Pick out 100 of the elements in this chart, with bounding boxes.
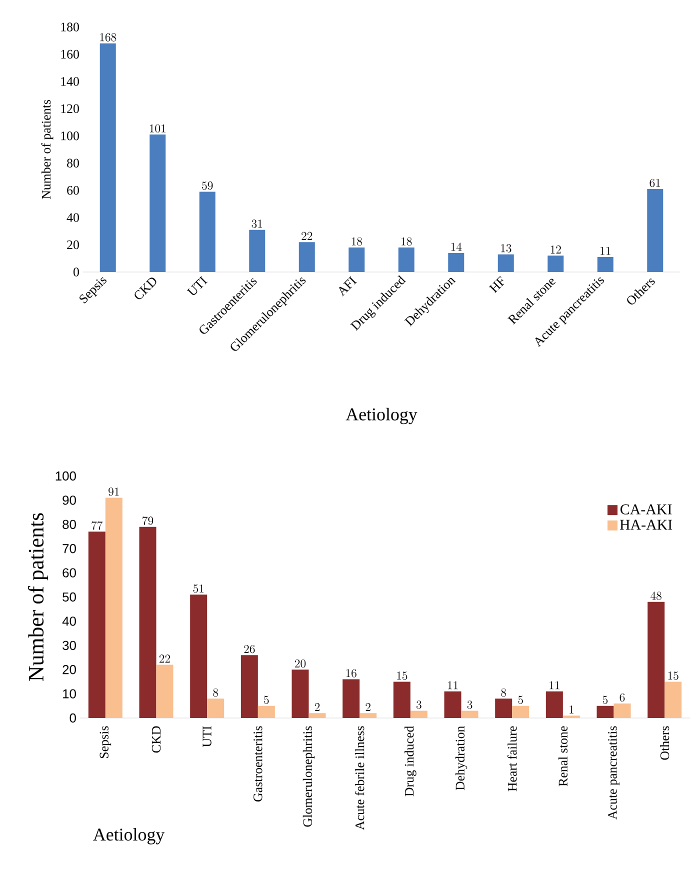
data-label: 77 [92,521,103,530]
data-label: 168 [100,33,116,42]
bar [156,664,174,718]
x-tick-label: Heart failure [507,726,517,792]
y-tick-label: 100 [61,132,79,140]
data-label: 22 [159,654,170,663]
data-label: 11 [448,681,458,690]
data-label: 2 [314,703,320,711]
y-tick-label: 100 [56,471,76,481]
x-tick-label: Drug induced [404,726,416,796]
bar [249,230,266,272]
y-tick-label: 0 [70,713,76,723]
bar [393,682,410,718]
y-tick-label: 120 [61,104,79,114]
x-tick-label: Acute pancreatitis [608,726,620,820]
y-tick-label: 160 [61,50,79,59]
bar [207,698,224,718]
data-label: 5 [518,696,523,704]
bar [258,706,275,718]
y-tick-label: 80 [62,520,76,529]
x-tick-label: Acute febrile illness [354,726,364,830]
y-axis-title: Number of patients [28,513,48,681]
data-label: 3 [416,700,422,709]
y-tick-label: 30 [62,640,76,650]
data-label: 8 [501,688,506,697]
data-label: 26 [244,644,255,654]
data-label: 2 [366,703,370,711]
bar [190,594,208,718]
bar [461,710,478,718]
y-tick-label: 60 [67,186,79,195]
y-tick-label: 70 [62,544,76,554]
bar [596,706,614,718]
y-tick-label: 140 [61,77,79,86]
y-tick-label: 40 [62,616,76,626]
data-label: 13 [501,244,512,252]
y-tick-label: 20 [62,665,76,674]
data-label: 51 [193,584,204,593]
x-axis-title: Aetiology [346,408,418,424]
x-tick-label: Dehydration [455,726,468,790]
data-label: 79 [142,516,154,525]
y-tick-label: 40 [66,213,79,222]
data-label: 6 [620,693,625,702]
data-label: 8 [213,688,218,697]
data-label: 11 [600,246,610,255]
data-label: 16 [346,669,356,678]
x-tick-label: CKD [134,278,156,300]
bar [648,602,665,718]
data-label: 59 [202,182,213,190]
bar [298,242,315,272]
bar [546,691,563,718]
data-label: 14 [451,242,462,251]
data-label: 11 [550,681,560,690]
bar [240,655,258,718]
bar [360,713,377,718]
data-label: 15 [397,672,408,680]
x-tick-label: AFI [339,276,357,296]
bar [614,703,631,718]
bar [647,188,664,272]
data-label: 5 [602,696,608,704]
bar [150,134,166,272]
y-tick-label: 50 [62,592,76,602]
bar [342,679,360,718]
bar [562,716,580,718]
data-label: 48 [650,592,662,600]
data-label: 1 [570,705,574,714]
data-label: 5 [264,696,269,704]
bar [498,254,514,272]
data-label: 91 [108,488,119,496]
x-axis-title: Aetiology [93,828,165,844]
data-label: 3 [467,700,472,709]
bar [548,256,564,272]
x-tick-label: HF [488,276,504,294]
bar [199,192,216,272]
data-label: 22 [302,232,312,240]
y-tick-label: 90 [62,496,76,505]
y-axis-title: Number of patients [41,100,54,200]
data-label: 101 [150,124,166,133]
bar [292,670,309,718]
x-tick-label: Others [660,726,670,760]
bar [308,713,326,718]
bar [444,691,462,718]
bar [139,526,156,718]
y-tick-label: 0 [74,268,79,276]
bar [512,706,530,718]
y-tick-label: 180 [61,22,79,32]
bar [88,532,106,718]
x-tick-label: Renal stone [558,726,568,786]
data-label: 20 [294,659,306,668]
bar [398,248,414,272]
data-label: 31 [252,220,262,228]
x-tick-label: Sepsis [100,726,112,758]
data-label: 18 [352,237,362,246]
x-tick-label: Gastroenteritis [254,726,262,802]
bar [495,698,512,718]
bar [448,252,464,272]
bar [597,257,614,272]
data-label: 15 [668,672,678,680]
data-label: 12 [550,246,561,254]
data-label: 18 [402,237,412,246]
x-tick-label: UTI [202,726,212,748]
